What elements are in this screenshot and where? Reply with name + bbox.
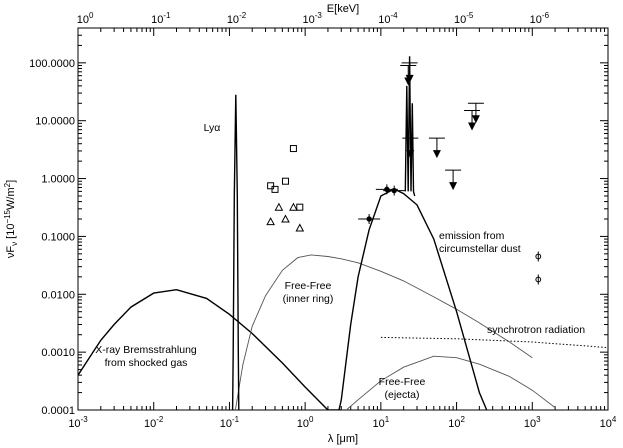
series-ir-lines <box>404 56 416 197</box>
triangle-marker <box>274 202 284 211</box>
y-tick-label: 0.0001 <box>41 405 75 417</box>
triangle-marker <box>266 217 275 226</box>
y-axis-label: νFν [10−15W/m2] <box>3 180 19 258</box>
top-tick-label: 10-6 <box>530 11 550 26</box>
top-tick-label: 10-3 <box>303 11 323 26</box>
top-tick-label: 10-4 <box>378 11 398 26</box>
circle-marker <box>535 276 542 283</box>
top-tick-label: 100 <box>77 11 94 26</box>
x-tick-label: 10-1 <box>220 415 240 430</box>
series-ff-ejecta <box>346 355 556 410</box>
x-tick-label: 10-3 <box>68 415 88 430</box>
triangle-marker <box>289 202 298 211</box>
x-tick-label: 104 <box>600 415 617 430</box>
series-xray <box>78 288 342 410</box>
square-marker <box>289 145 297 153</box>
circle-marker <box>366 216 372 222</box>
x-axis-label: λ [μm] <box>328 433 358 445</box>
y-tick-label: 10.0000 <box>35 116 75 128</box>
series-ff-inner <box>234 254 533 410</box>
series-lya-line <box>231 94 240 410</box>
annotation-ff-inner: Free-Free <box>285 280 332 292</box>
top-tick-label: 10-1 <box>151 11 171 26</box>
annotation-xray: from shocked gas <box>105 357 188 369</box>
square-marker <box>281 177 289 185</box>
x-tick-label: 102 <box>448 415 465 430</box>
x-tick-label: 101 <box>373 415 390 430</box>
x-tick-label: 103 <box>524 415 541 430</box>
square-marker <box>271 185 279 193</box>
series-sync <box>380 336 608 349</box>
y-tick-label: 0.1000 <box>41 231 75 243</box>
y-tick-label: 0.0010 <box>41 347 75 359</box>
top-axis-label: E[keV] <box>327 3 359 15</box>
points-group <box>266 62 542 285</box>
circle-marker <box>391 187 397 194</box>
upper-limit-arrow <box>406 150 415 159</box>
triangle-marker <box>295 223 305 232</box>
square-marker <box>296 203 304 211</box>
annotation-ff-inner: (inner ring) <box>283 293 334 305</box>
top-tick-label: 10-5 <box>454 11 474 26</box>
axis-ticks: 10-3 10-2 10-1 100 101 102 103 104 100 10-1 10-2 10… <box>29 11 617 430</box>
square-marker <box>267 182 275 190</box>
annotation-ff-ejecta: (ejecta) <box>384 389 419 401</box>
x-tick-label: 100 <box>297 415 314 430</box>
y-tick-label: 100.0000 <box>29 58 75 70</box>
annotation-xray: X-ray Bremsstrahlung <box>95 344 197 356</box>
annotation-lya: Lyα <box>204 122 221 134</box>
upper-limit-arrow <box>471 115 480 124</box>
annotation-dust: circumstellar dust <box>439 243 521 255</box>
annotation-ff-ejecta: Free-Free <box>379 376 426 388</box>
x-tick-label: 10-2 <box>144 415 164 430</box>
upper-limit-arrow <box>468 122 477 131</box>
y-tick-label: 0.0100 <box>41 289 75 301</box>
annotation-sync: synchrotron radiation <box>487 324 585 336</box>
annotation-dust: emission from <box>439 230 505 242</box>
top-tick-label: 10-2 <box>227 11 247 26</box>
triangle-marker <box>281 214 290 223</box>
circle-marker <box>535 253 542 260</box>
upper-limit-arrow <box>432 150 441 159</box>
y-tick-label: 1.0000 <box>41 174 75 186</box>
upper-limit-arrow <box>405 74 414 83</box>
upper-limit-arrow <box>449 182 458 191</box>
